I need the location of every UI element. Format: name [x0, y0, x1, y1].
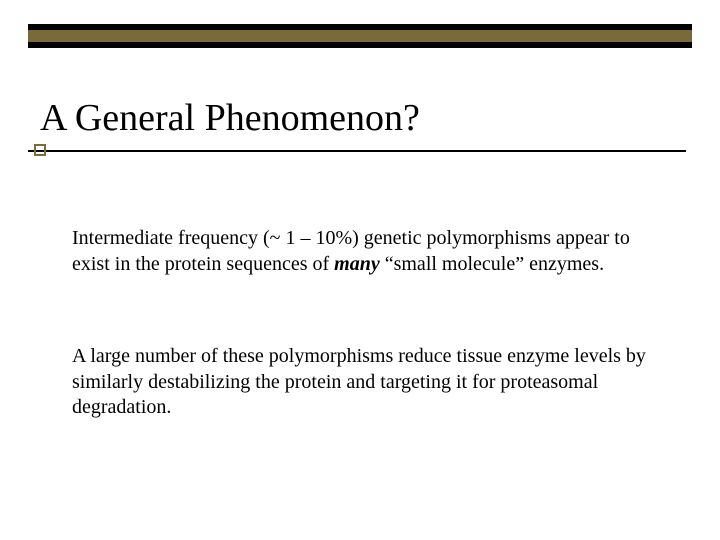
paragraph-1-text: Intermediate frequency (~ 1 – 10%) genet…	[72, 226, 648, 277]
paragraph-1: Intermediate frequency (~ 1 – 10%) genet…	[72, 226, 648, 277]
top-bar-olive	[28, 30, 692, 42]
title-underline	[28, 150, 686, 152]
title-bullet-square	[34, 144, 46, 156]
p1-emphasis: many	[334, 253, 380, 275]
p1-post: “small molecule” enzymes.	[380, 253, 604, 275]
slide-title: A General Phenomenon?	[40, 98, 684, 148]
paragraph-2-text: A large number of these polymorphisms re…	[72, 344, 648, 421]
title-container: A General Phenomenon?	[40, 98, 684, 148]
paragraph-2: A large number of these polymorphisms re…	[72, 344, 648, 421]
